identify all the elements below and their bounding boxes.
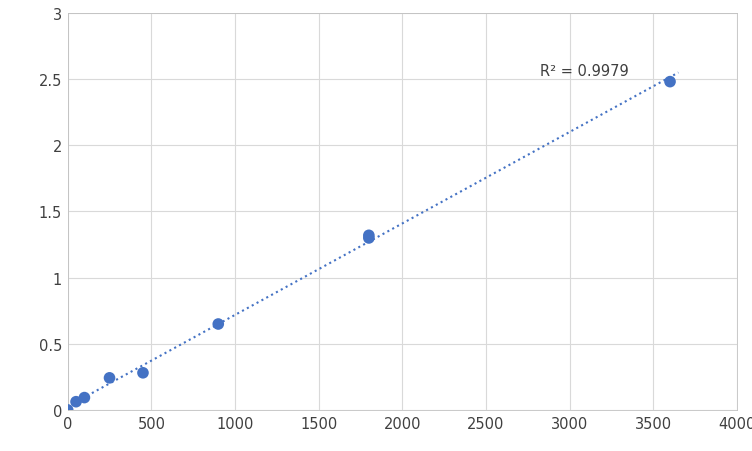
Point	[137, 369, 149, 377]
Point	[664, 79, 676, 86]
Text: R² = 0.9979: R² = 0.9979	[539, 64, 628, 79]
Point	[70, 398, 82, 405]
Point	[363, 235, 375, 242]
Point	[212, 321, 224, 328]
Point	[104, 374, 116, 382]
Point	[78, 394, 90, 401]
Point	[62, 406, 74, 414]
Point	[363, 232, 375, 239]
